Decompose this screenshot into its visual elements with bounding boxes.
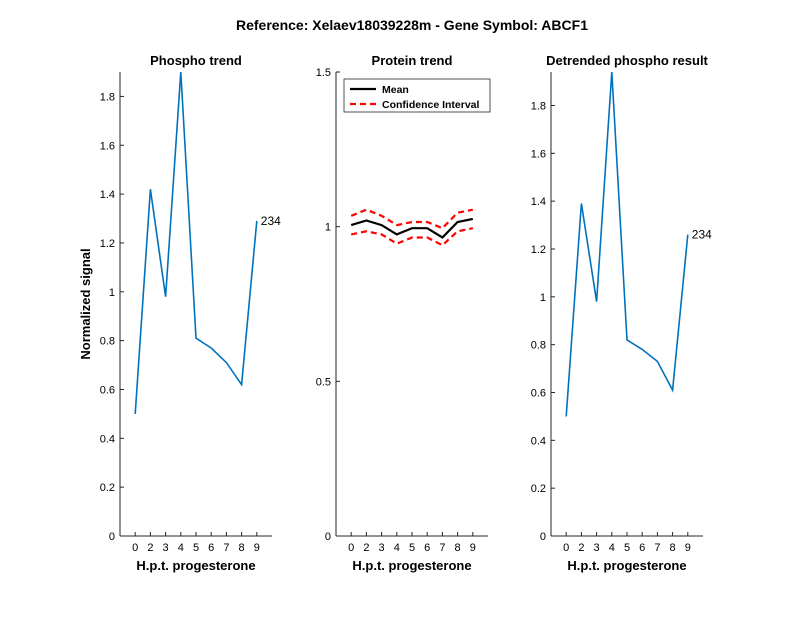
y-tick-label: 0.8 (531, 340, 546, 352)
y-tick-label: 1 (109, 287, 115, 299)
legend-label: Mean (382, 84, 409, 96)
x-tick-label: 8 (670, 542, 676, 554)
y-tick-label: 1.4 (100, 189, 115, 201)
y-tick-label: 1.8 (531, 100, 546, 112)
legend: Mean Confidence Interval (343, 78, 491, 113)
x-tick-label: 2 (363, 542, 369, 554)
x-tick-label: 2 (578, 542, 584, 554)
x-tick-label: 9 (470, 542, 476, 554)
x-tick-label: 0 (563, 542, 569, 554)
series-line-1 (134, 71, 258, 414)
x-tick-label: 7 (223, 542, 229, 554)
figure-title: Reference: Xelaev18039228m - Gene Symbol… (236, 17, 588, 33)
panel-title: Detrended phospho result (546, 53, 708, 68)
x-tick-label: 0 (132, 542, 138, 554)
y-tick-label: 0.8 (100, 336, 115, 348)
x-tick-label: 6 (639, 542, 645, 554)
x-tick-label: 0 (348, 542, 354, 554)
y-tick-label: 0 (540, 531, 546, 543)
x-tick-label: 6 (208, 542, 214, 554)
series-line-1 (565, 71, 689, 417)
y-tick-label: 1 (325, 222, 331, 234)
series-line-1 (350, 217, 474, 239)
y-axis-label: Normalized signal (78, 248, 93, 359)
y-tick-label: 0.6 (531, 387, 546, 399)
y-tick-label: 0.4 (100, 433, 115, 445)
y-tick-label: 0.2 (100, 482, 115, 494)
panel-3: 00.20.40.60.811.21.41.61.80 2 3 4 5 6 7 8 9Detre… (531, 53, 712, 573)
y-tick-label: 1.2 (531, 244, 546, 256)
x-tick-label: 3 (379, 542, 385, 554)
x-tick-label: 3 (163, 542, 169, 554)
x-tick-label: 5 (409, 542, 415, 554)
series-line-2 (350, 208, 474, 230)
y-tick-label: 1.4 (531, 196, 546, 208)
x-axis-label: H.p.t. progesterone (567, 558, 686, 573)
x-tick-label: 8 (239, 542, 245, 554)
y-tick-label: 0.4 (531, 435, 546, 447)
x-axis-label: H.p.t. progesterone (136, 558, 255, 573)
y-tick-label: 1.2 (100, 238, 115, 250)
x-tick-label: 9 (254, 542, 260, 554)
x-tick-label: 7 (654, 542, 660, 554)
series-line-3 (350, 227, 474, 247)
x-tick-label: 4 (178, 542, 184, 554)
x-tick-label: 6 (424, 542, 430, 554)
panel-1: 00.20.40.60.811.21.41.61.80 2 3 4 5 6 7 8 9Phosp… (78, 53, 281, 573)
x-tick-label: 7 (439, 542, 445, 554)
y-tick-label: 0.6 (100, 384, 115, 396)
x-tick-label: 2 (147, 542, 153, 554)
point-annotation: 234 (261, 214, 281, 228)
x-tick-label: 4 (394, 542, 400, 554)
legend-label: Confidence Interval (382, 99, 480, 111)
y-tick-label: 0 (325, 531, 331, 543)
legend-box (343, 78, 491, 113)
point-annotation: 234 (692, 228, 712, 242)
panel-title: Protein trend (372, 53, 453, 68)
x-tick-label: 5 (624, 542, 630, 554)
x-tick-label: 8 (455, 542, 461, 554)
y-tick-label: 1.6 (100, 140, 115, 152)
y-tick-label: 1.5 (316, 67, 331, 79)
y-tick-label: 1.6 (531, 148, 546, 160)
y-tick-label: 1.8 (100, 91, 115, 103)
y-tick-label: 0 (109, 531, 115, 543)
y-tick-label: 1 (540, 292, 546, 304)
y-tick-label: 0.2 (531, 483, 546, 495)
x-tick-label: 9 (685, 542, 691, 554)
x-tick-label: 5 (193, 542, 199, 554)
x-axis-label: H.p.t. progesterone (352, 558, 471, 573)
panel-title: Phospho trend (150, 53, 242, 68)
x-tick-label: 4 (609, 542, 615, 554)
y-tick-label: 0.5 (316, 376, 331, 388)
x-tick-label: 3 (594, 542, 600, 554)
